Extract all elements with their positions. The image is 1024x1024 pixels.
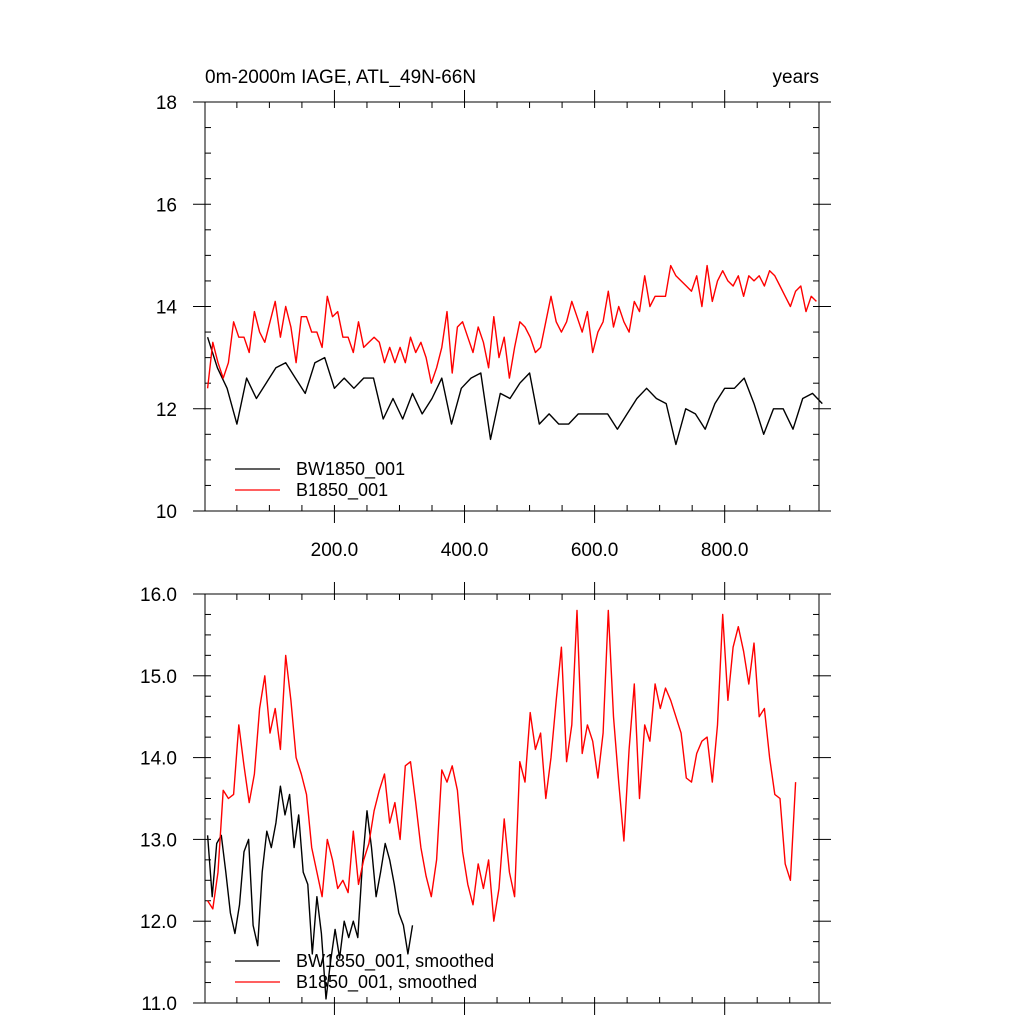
series-line-b1850 xyxy=(206,264,817,389)
x-tick-label: 400.0 xyxy=(441,540,489,561)
units-label: years xyxy=(773,67,819,88)
legend-label-b1850: B1850_001 xyxy=(296,480,388,501)
y-tick-label: 12 xyxy=(156,400,177,421)
bottom-series-lines xyxy=(206,609,797,1000)
y-tick-label: 11.0 xyxy=(141,994,177,1015)
top-tick-labels: 10 12 14 16 18 200.0 400.0 600.0 800.0 xyxy=(156,93,749,561)
x-tick-label: 800.0 xyxy=(701,540,749,561)
bottom-panel: 11.0 12.0 13.0 14.0 15.0 16.0 BW1850_001, smo… xyxy=(140,582,831,1015)
bottom-legend: BW1850_001, smoothed B1850_001, smoothed xyxy=(235,951,494,993)
top-axis-ticks xyxy=(193,90,831,523)
top-legend: BW1850_001 B1850_001 xyxy=(235,459,405,501)
y-tick-label: 14 xyxy=(156,298,178,319)
series-line-bw1850 xyxy=(206,785,414,1000)
chart-title: 0m-2000m IAGE, ATL_49N-66N xyxy=(205,67,476,88)
top-plot-frame xyxy=(204,101,820,512)
y-tick-label: 13.0 xyxy=(140,830,177,851)
y-tick-label: 18 xyxy=(156,93,177,114)
x-tick-label: 200.0 xyxy=(311,540,359,561)
legend-label-b1850-smoothed: B1850_001, smoothed xyxy=(296,972,477,993)
bottom-plot-frame xyxy=(204,593,820,1004)
y-tick-label: 10 xyxy=(156,502,177,523)
y-tick-label: 16 xyxy=(156,195,177,216)
top-series-lines xyxy=(206,264,823,446)
y-tick-label: 14.0 xyxy=(140,749,177,770)
bottom-tick-labels: 11.0 12.0 13.0 14.0 15.0 16.0 xyxy=(140,585,177,1015)
y-tick-label: 16.0 xyxy=(140,585,177,606)
y-tick-label: 12.0 xyxy=(140,912,177,933)
legend-label-bw1850-smoothed: BW1850_001, smoothed xyxy=(296,951,494,972)
series-line-b1850 xyxy=(207,609,797,922)
bottom-axis-ticks xyxy=(193,582,831,1015)
x-tick-label: 600.0 xyxy=(571,540,619,561)
y-tick-label: 15.0 xyxy=(140,667,177,688)
top-panel: 10 12 14 16 18 200.0 400.0 600.0 800.0 BW1850_00… xyxy=(156,90,831,561)
series-line-bw1850 xyxy=(206,336,823,446)
legend-label-bw1850: BW1850_001 xyxy=(296,459,405,480)
